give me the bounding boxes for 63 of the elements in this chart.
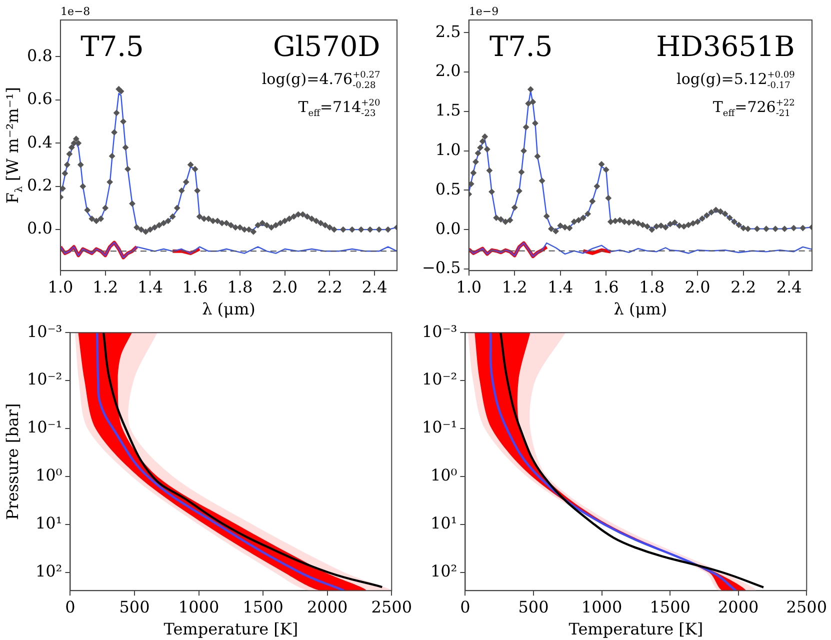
y-tick-label: 10⁰ bbox=[430, 466, 458, 485]
text: 1e−8 bbox=[60, 5, 90, 18]
y-tick-label: 10¹ bbox=[35, 514, 62, 533]
x-tick-label: 2500 bbox=[786, 597, 827, 616]
y-tick-label: 0.0 bbox=[26, 218, 52, 238]
x-tick-label: 2.2 bbox=[730, 277, 756, 296]
x-tick-label: 1.4 bbox=[137, 277, 163, 296]
x-tick-label: 2.4 bbox=[776, 277, 802, 296]
y-tick-label: 0.2 bbox=[26, 176, 52, 195]
x-tick-label: 2000 bbox=[306, 597, 348, 616]
y-tick-label: 1.5 bbox=[435, 100, 461, 120]
annotation: T7.5 bbox=[489, 30, 553, 63]
y-tick-label: 10² bbox=[35, 562, 62, 581]
y-tick-label: 0.5 bbox=[435, 179, 461, 198]
y-tick-label: 2.5 bbox=[435, 22, 461, 41]
x-tick-label: 2500 bbox=[371, 597, 412, 616]
y-tick-label: 10⁻² bbox=[27, 370, 62, 389]
y-axis-title: Fλ [W m⁻²m⁻¹] bbox=[3, 86, 25, 204]
text: 1e−9 bbox=[468, 5, 499, 18]
x-tick-label: 1.8 bbox=[227, 277, 253, 296]
y-tick-label: 10⁻¹ bbox=[422, 418, 458, 437]
annotation: Gl570D bbox=[272, 30, 380, 63]
y-tick-label: 1.0 bbox=[435, 140, 461, 159]
x-tick-label: 1.2 bbox=[502, 277, 528, 296]
y-tick-label: 0.6 bbox=[26, 89, 52, 108]
y-tick-label: 10⁻² bbox=[422, 370, 458, 389]
x-tick-label: 1.8 bbox=[639, 277, 665, 296]
y-tick-label: 10² bbox=[430, 562, 458, 581]
x-tick-label: 1.0 bbox=[456, 277, 482, 296]
x-tick-label: 2.0 bbox=[272, 277, 298, 296]
annotation: T7.5 bbox=[80, 30, 144, 63]
x-axis-title: Temperature [K] bbox=[164, 620, 298, 639]
x-tick-label: 1.4 bbox=[548, 277, 574, 296]
x-tick-label: 2000 bbox=[718, 597, 759, 616]
x-tick-label: 2.4 bbox=[362, 277, 388, 296]
x-tick-label: 1500 bbox=[242, 597, 284, 616]
y-tick-label: 10⁻³ bbox=[422, 322, 458, 341]
x-tick-label: 1.6 bbox=[593, 277, 619, 296]
x-tick-label: 0 bbox=[460, 597, 470, 616]
y-tick-label: 2.0 bbox=[435, 61, 461, 80]
x-tick-label: 500 bbox=[119, 597, 150, 616]
x-tick-label: 0 bbox=[65, 597, 76, 616]
x-axis-title: λ (μm) bbox=[202, 300, 256, 319]
x-axis-title: Temperature [K] bbox=[568, 620, 704, 639]
annotation: HD3651B bbox=[656, 30, 795, 63]
y-axis-title: Pressure [bar] bbox=[3, 403, 22, 520]
y-tick-label: 10⁻³ bbox=[27, 322, 62, 341]
x-tick-label: 2.0 bbox=[684, 277, 710, 296]
y-tick-label: 0.0 bbox=[435, 218, 461, 238]
x-tick-label: 1000 bbox=[581, 597, 622, 616]
x-tick-label: 1.2 bbox=[92, 277, 118, 296]
x-tick-label: 1.6 bbox=[182, 277, 208, 296]
x-tick-label: 1000 bbox=[178, 597, 220, 616]
x-tick-label: 500 bbox=[518, 597, 549, 616]
y-tick-label: 10¹ bbox=[430, 514, 458, 533]
y-tick-label: 0.8 bbox=[26, 46, 52, 65]
x-axis-title: λ (μm) bbox=[614, 300, 668, 319]
y-tick-label: 10⁰ bbox=[35, 466, 62, 485]
y-tick-label: 0.4 bbox=[26, 132, 52, 152]
x-tick-label: 1500 bbox=[650, 597, 690, 616]
y-tick-label: 10⁻¹ bbox=[27, 418, 62, 437]
y-tick-label: −0.5 bbox=[422, 258, 461, 278]
x-tick-label: 2.2 bbox=[316, 277, 342, 296]
